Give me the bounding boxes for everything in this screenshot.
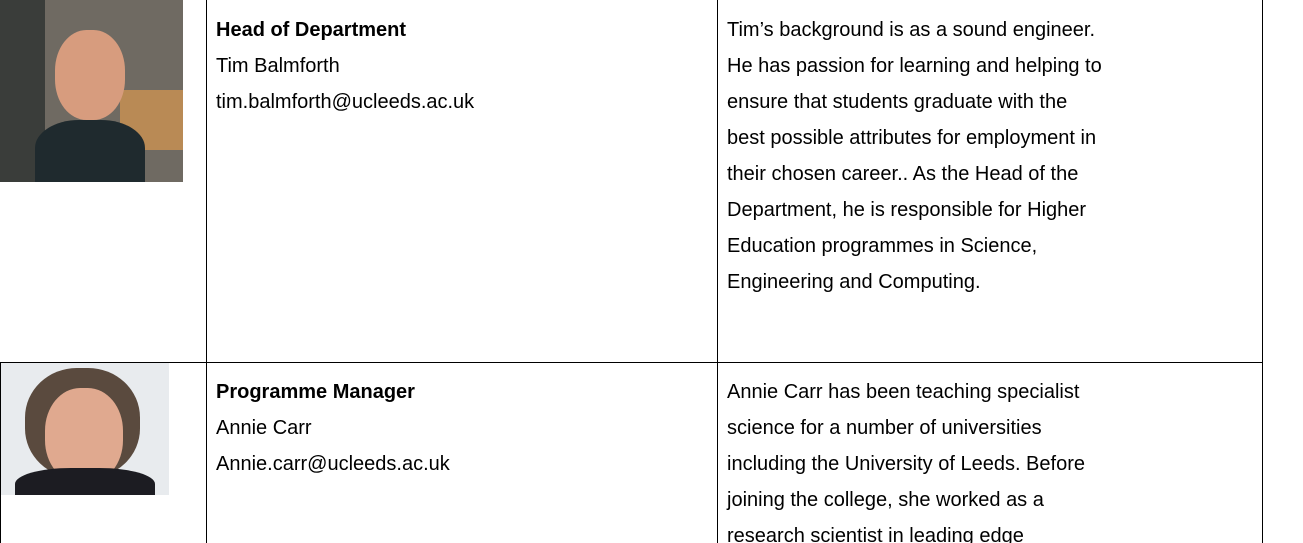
bio-line: joining the college, she worked as a [727,489,1044,511]
bio-line: Annie Carr has been teaching specialist [727,381,1080,403]
role-title: Head of Department [216,19,407,41]
photo [0,0,183,182]
bio-line: He has passion for learning and helping … [727,55,1102,77]
bio-line: best possible attributes for employment … [727,127,1097,149]
photo [0,363,169,495]
bio-line: Tim’s background is as a sound engineer. [727,19,1095,41]
bio-line: science for a number of universities [727,417,1042,439]
email: Annie.carr@ucleeds.ac.uk [216,453,450,475]
border [1262,0,1263,543]
bio-line: research scientist in leading edge [727,525,1024,543]
person-name: Tim Balmforth [216,55,340,77]
bio-line: Engineering and Computing. [727,271,981,293]
border [717,0,718,543]
border [0,362,1,543]
border [206,0,207,543]
role-title: Programme Manager [216,381,415,403]
person-name: Annie Carr [216,417,312,439]
bio-line: ensure that students graduate with the [727,91,1068,113]
email: tim.balmforth@ucleeds.ac.uk [216,91,475,113]
bio-line: their chosen career.. As the Head of the [727,163,1079,185]
border [0,362,1263,363]
bio-line: Department, he is responsible for Higher [727,199,1087,221]
bio-line: Education programmes in Science, [727,235,1038,257]
bio-line: including the University of Leeds. Befor… [727,453,1085,475]
